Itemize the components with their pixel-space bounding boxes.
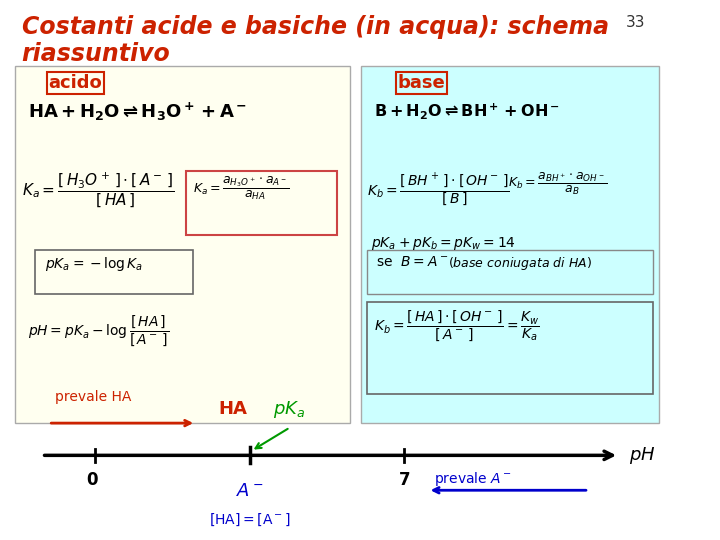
Text: $(base\ coniugata\ di\ HA)$: $(base\ coniugata\ di\ HA)$ (448, 255, 592, 273)
Text: $K_b = \dfrac{[\,HA\,]\cdot[\,OH^-\,]}{[\,A^-\,]} = \dfrac{K_w}{K_a}$: $K_b = \dfrac{[\,HA\,]\cdot[\,OH^-\,]}{[… (374, 309, 540, 343)
Text: $K_a = \dfrac{a_{H_3O^+} \cdot a_{A^-}}{a_{HA}}$: $K_a = \dfrac{a_{H_3O^+} \cdot a_{A^-}}{… (193, 174, 289, 202)
Text: $A^-$: $A^-$ (235, 482, 264, 500)
Text: prevale HA: prevale HA (55, 390, 132, 404)
Bar (361, 66, 660, 423)
Text: se  $B = A^-$: se $B = A^-$ (376, 255, 449, 269)
Text: $pK_a + pK_b = pK_w = 14$: $pK_a + pK_b = pK_w = 14$ (371, 235, 516, 252)
Text: prevale $A^-$: prevale $A^-$ (434, 470, 513, 488)
Text: 33: 33 (626, 15, 645, 30)
Text: 0: 0 (86, 471, 98, 489)
Text: Costanti acide e basiche (in acqua): schema: Costanti acide e basiche (in acqua): sch… (22, 15, 608, 39)
Bar (367, 250, 652, 294)
Text: $K_a = \dfrac{[\,H_3O^+\,]\cdot[\,A^-\,]}{[\,HA\,]}$: $K_a = \dfrac{[\,H_3O^+\,]\cdot[\,A^-\,]… (22, 171, 174, 209)
Bar (186, 171, 337, 235)
Text: $K_b = \dfrac{[\,BH^+\,]\cdot[\,OH^-\,]}{[\,B\,]}$: $K_b = \dfrac{[\,BH^+\,]\cdot[\,OH^-\,]}… (367, 171, 510, 207)
Text: $pK_a$: $pK_a$ (274, 400, 305, 421)
Text: $\mathit{pH}$: $\mathit{pH}$ (629, 445, 656, 466)
Text: base: base (397, 74, 445, 92)
FancyArrowPatch shape (45, 451, 613, 460)
Text: HA: HA (219, 400, 248, 418)
Text: $\mathbf{HA + H_2O \rightleftharpoons H_3O^+ + A^-}$: $\mathbf{HA + H_2O \rightleftharpoons H_… (28, 101, 247, 123)
Text: acido: acido (48, 74, 102, 92)
Bar (35, 250, 193, 294)
Text: $pK_a = -\log K_a$: $pK_a = -\log K_a$ (45, 255, 143, 273)
Text: $pH = pK_a - \log\dfrac{[\,HA\,]}{[\,A^-\,]}$: $pH = pK_a - \log\dfrac{[\,HA\,]}{[\,A^-… (28, 313, 169, 348)
Text: riassuntivo: riassuntivo (22, 42, 170, 66)
Bar (367, 302, 652, 394)
Text: $[\mathrm{HA}] = [\mathrm{A}^-]$: $[\mathrm{HA}] = [\mathrm{A}^-]$ (209, 512, 291, 528)
Text: 7: 7 (398, 471, 410, 489)
Text: $\mathbf{B + H_2O \rightleftharpoons BH^+ + OH^-}$: $\mathbf{B + H_2O \rightleftharpoons BH^… (374, 101, 560, 121)
Text: $K_b = \dfrac{a_{BH^+} \cdot a_{OH^-}}{a_B}$: $K_b = \dfrac{a_{BH^+} \cdot a_{OH^-}}{a… (508, 171, 608, 197)
Bar (15, 66, 351, 423)
